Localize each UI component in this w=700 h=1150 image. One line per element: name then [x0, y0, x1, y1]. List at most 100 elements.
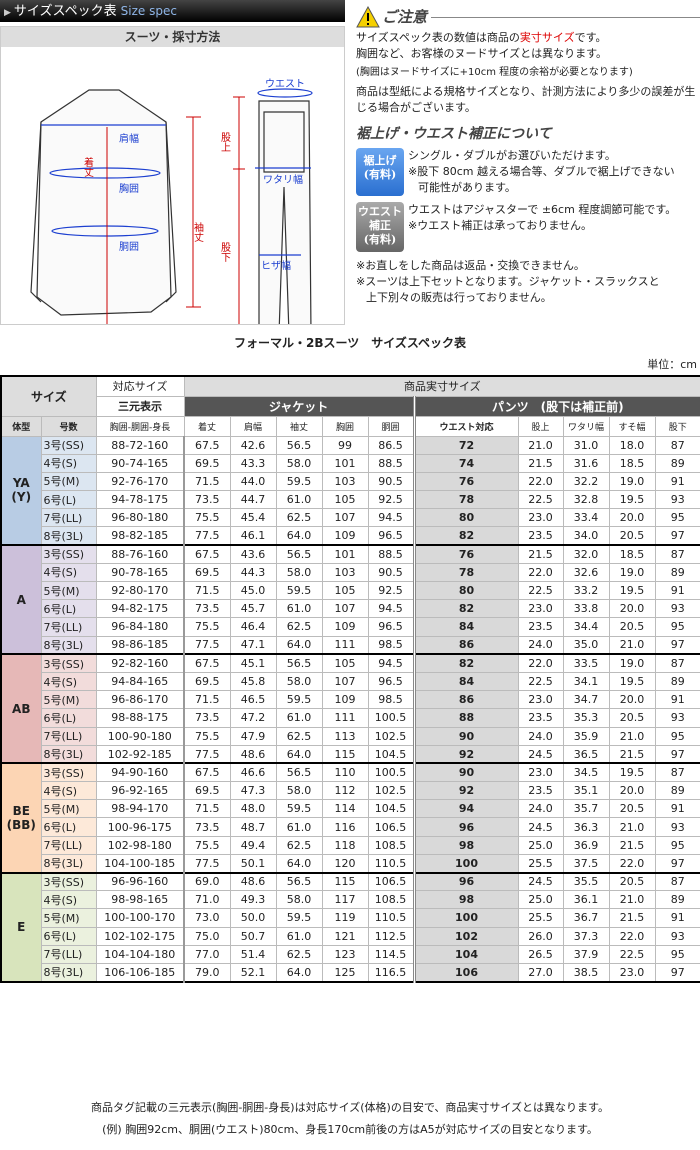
table-cell: 23.0	[608, 962, 656, 983]
table-cell: 90.5	[367, 562, 415, 583]
size-number-cell: 8号(3L)	[40, 635, 97, 655]
table-cell: 21.5	[517, 453, 564, 473]
size-number-cell: 5号(M)	[40, 690, 97, 710]
header-3d: 三元表示	[95, 395, 185, 417]
label-thigh: ワタリ幅	[263, 173, 303, 186]
table-cell: 19.5	[608, 490, 656, 510]
table-cell: 19.5	[608, 580, 656, 601]
hem-badge: 裾上げ (有料)	[356, 148, 404, 196]
table-cell: 77.5	[183, 635, 231, 655]
unit-label: 単位：cm	[647, 358, 697, 371]
table-cell: 36.7	[562, 908, 610, 928]
table-cell: 48.6	[229, 744, 277, 764]
table-cell: 36.9	[562, 835, 610, 855]
column-header: 着丈	[183, 415, 231, 437]
table-cell: 35.7	[562, 799, 610, 819]
table-cell: 71.5	[183, 580, 231, 601]
size-number-cell: 6号(L)	[40, 708, 97, 728]
table-cell: 48.6	[229, 871, 277, 892]
table-cell: 18.0	[608, 435, 656, 455]
table-cell: 31.6	[562, 453, 610, 473]
warning-icon	[356, 6, 380, 28]
table-cell: 105	[321, 580, 369, 601]
table-cell: 34.7	[562, 690, 610, 710]
table-cell: 22.5	[517, 490, 564, 510]
table-cell: 116	[321, 817, 369, 837]
table-cell: 23.0	[517, 762, 564, 783]
header-actual: 商品実寸サイズ	[183, 375, 700, 397]
table-cell: 100-90-180	[95, 726, 185, 746]
table-cell: 23.0	[517, 690, 564, 710]
table-cell: 31.0	[562, 435, 610, 455]
measurement-title: スーツ・採寸方法	[1, 27, 344, 47]
table-cell: 64.0	[275, 526, 323, 546]
table-cell: 71.5	[183, 471, 231, 492]
table-cell: 47.2	[229, 708, 277, 728]
table-cell: 36.5	[562, 744, 610, 764]
size-number-cell: 5号(M)	[40, 580, 97, 601]
table-cell: 104	[412, 944, 519, 964]
table-cell: 49.4	[229, 835, 277, 855]
table-cell: 56.5	[275, 435, 323, 455]
table-cell: 78	[412, 490, 519, 510]
size-number-cell: 6号(L)	[40, 817, 97, 837]
waist-option: ウエスト 補正 (有料) ウエストはアジャスターで ±6cm 程度調節可能です。 ※ウ…	[356, 202, 700, 252]
table-cell: 103	[321, 471, 369, 492]
table-cell: 46.1	[229, 526, 277, 546]
table-cell: 90.5	[367, 471, 415, 492]
table-cell: 100	[412, 908, 519, 928]
table-cell: 102-102-175	[95, 926, 185, 946]
table-cell: 23.5	[517, 781, 564, 801]
table-cell: 69.5	[183, 453, 231, 473]
table-row: 4号(S) 90-78-165 69.5 44.3 58.0 103 90.5 78 22.0 3…	[1, 562, 700, 583]
table-cell: 24.5	[517, 817, 564, 837]
table-cell: 96	[412, 817, 519, 837]
table-cell: 86	[412, 635, 519, 655]
table-cell: 47.3	[229, 781, 277, 801]
table-cell: 113	[321, 726, 369, 746]
table-cell: 98-94-170	[95, 799, 185, 819]
table-cell: 100.5	[367, 762, 415, 783]
header-jacket: ジャケット	[183, 395, 415, 417]
size-number-cell: 6号(L)	[40, 926, 97, 946]
label-chest: 胸囲	[119, 182, 139, 195]
header-size: サイズ	[0, 375, 97, 417]
table-cell: 82	[412, 526, 519, 546]
table-cell: 50.0	[229, 908, 277, 928]
table-cell: 76	[412, 544, 519, 564]
label-waist-jacket: 胴囲	[119, 241, 139, 253]
table-cell: 115	[321, 744, 369, 764]
table-cell: 20.5	[608, 526, 656, 546]
header-pants: パンツ (股下は補正前)	[412, 395, 700, 417]
table-cell: 94.5	[367, 653, 415, 673]
table-cell: 43.6	[229, 544, 277, 564]
table-cell: 45.8	[229, 671, 277, 692]
table-cell: 59.5	[275, 690, 323, 710]
table-cell: 90-74-165	[95, 453, 185, 473]
table-cell: 33.8	[562, 599, 610, 619]
size-number-cell: 7号(LL)	[40, 726, 97, 746]
table-cell: 118	[321, 835, 369, 855]
footer-note-2: (例) 胸囲92cm、胴囲(ウエスト)80cm、身長170cm前後の方はA5が対…	[102, 1123, 598, 1136]
table-cell: 25.0	[517, 890, 564, 910]
table-cell: 33.2	[562, 580, 610, 601]
table-row: 4号(S) 94-84-165 69.5 45.8 58.0 107 96.5 84 22.5 3…	[1, 671, 700, 692]
table-row: 5号(M) 98-94-170 71.5 48.0 59.5 114 104.5 94 24.0…	[1, 799, 700, 819]
table-cell: 117	[321, 890, 369, 910]
table-cell: 22.0	[517, 562, 564, 583]
table-cell: 119	[321, 908, 369, 928]
hem-option: 裾上げ (有料) シングル・ダブルがお選びいただけます。 ※股下 80cm 越える場…	[356, 148, 700, 196]
table-cell: 104.5	[367, 744, 415, 764]
table-cell: 84	[412, 671, 519, 692]
table-cell: 64.0	[275, 853, 323, 874]
size-number-cell: 6号(L)	[40, 490, 97, 510]
table-cell: 34.0	[562, 526, 610, 546]
column-header: 胸囲-胴囲-身長	[95, 415, 185, 437]
table-cell: 123	[321, 944, 369, 964]
table-cell: 112.5	[367, 926, 415, 946]
table-cell: 26.0	[517, 926, 564, 946]
table-cell: 25.0	[517, 835, 564, 855]
triangle-icon: ▶	[4, 8, 11, 18]
table-cell: 36.1	[562, 890, 610, 910]
table-cell: 100-96-175	[95, 817, 185, 837]
